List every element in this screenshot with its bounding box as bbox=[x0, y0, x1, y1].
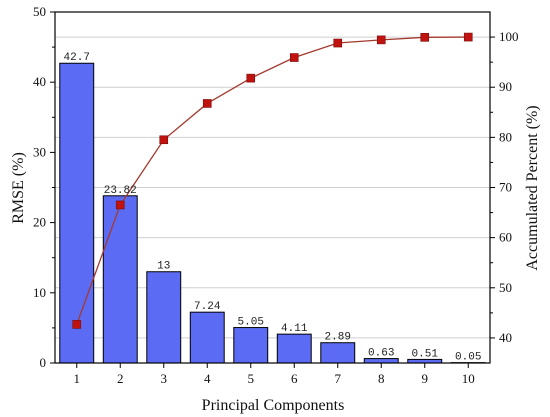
x-axis-title: Principal Components bbox=[202, 397, 345, 414]
cumulative-point bbox=[376, 35, 386, 45]
bar-value-label: 0.05 bbox=[455, 352, 481, 364]
cumulative-point bbox=[246, 73, 256, 83]
bar-value-label: 4.11 bbox=[281, 323, 308, 335]
cumulative-line bbox=[76, 36, 469, 325]
bar-value-label: 13 bbox=[157, 261, 170, 273]
x-tick-label: 2 bbox=[117, 371, 124, 386]
axis-layer: 0 10 20 30 40 50 40 50 60 70 80 90 100 1 2 3 4 5 6 7 8 9 10 bbox=[33, 4, 519, 386]
y-left-tick-label: 30 bbox=[33, 144, 46, 159]
y-right-tick-label: 50 bbox=[499, 280, 512, 295]
cumulative-point bbox=[333, 38, 343, 48]
bar-value-label: 7.24 bbox=[194, 301, 221, 313]
bar bbox=[102, 195, 138, 364]
bar bbox=[146, 271, 182, 364]
y-left-tick-label: 40 bbox=[33, 74, 46, 89]
bar bbox=[276, 333, 312, 364]
bar bbox=[59, 62, 95, 364]
bar-value-label: 42.7 bbox=[64, 52, 90, 64]
line-layer bbox=[72, 32, 473, 329]
x-tick-label: 9 bbox=[422, 371, 429, 386]
y-left-tick-label: 0 bbox=[40, 355, 47, 370]
y-axis-left-title: RMSE (%) bbox=[10, 152, 27, 224]
x-tick-label: 1 bbox=[74, 371, 81, 386]
bar bbox=[233, 327, 269, 364]
y-right-tick-label: 70 bbox=[499, 180, 512, 195]
x-tick-label: 5 bbox=[248, 371, 255, 386]
cumulative-point bbox=[115, 200, 125, 210]
bar-value-label: 0.63 bbox=[368, 348, 394, 360]
x-tick-label: 8 bbox=[378, 371, 385, 386]
x-tick-label: 4 bbox=[204, 371, 211, 386]
x-tick-label: 10 bbox=[462, 371, 475, 386]
cumulative-point bbox=[72, 320, 82, 329]
bar-value-label: 0.51 bbox=[412, 348, 439, 360]
cumulative-point bbox=[463, 32, 473, 42]
label-layer: 42.7 23.82 13 7.24 5.05 4.11 2.89 0.63 0.51 0.05 bbox=[64, 52, 482, 363]
bar-value-label: 5.05 bbox=[238, 317, 264, 329]
y-right-tick-label: 60 bbox=[499, 230, 512, 245]
x-tick-label: 6 bbox=[291, 371, 298, 386]
x-tick-label: 7 bbox=[335, 371, 342, 386]
y-right-tick-label: 90 bbox=[499, 79, 512, 94]
bar bbox=[189, 311, 225, 364]
bar-value-label: 2.89 bbox=[325, 332, 351, 344]
y-left-tick-label: 10 bbox=[33, 285, 46, 300]
bar bbox=[320, 342, 356, 364]
bar-value-label: 23.82 bbox=[104, 185, 137, 197]
y-right-tick-label: 40 bbox=[499, 330, 512, 345]
cumulative-point bbox=[289, 53, 299, 62]
y-left-tick-label: 50 bbox=[33, 4, 46, 19]
cumulative-point bbox=[202, 99, 212, 108]
x-tick-label: 3 bbox=[161, 371, 168, 386]
y-right-tick-label: 100 bbox=[499, 29, 519, 44]
y-left-tick-label: 20 bbox=[33, 215, 46, 230]
cumulative-point bbox=[159, 135, 169, 145]
y-axis-right-title: Accumulated Percent (%) bbox=[524, 105, 541, 270]
y-right-tick-label: 80 bbox=[499, 129, 512, 144]
cumulative-point bbox=[420, 33, 430, 42]
